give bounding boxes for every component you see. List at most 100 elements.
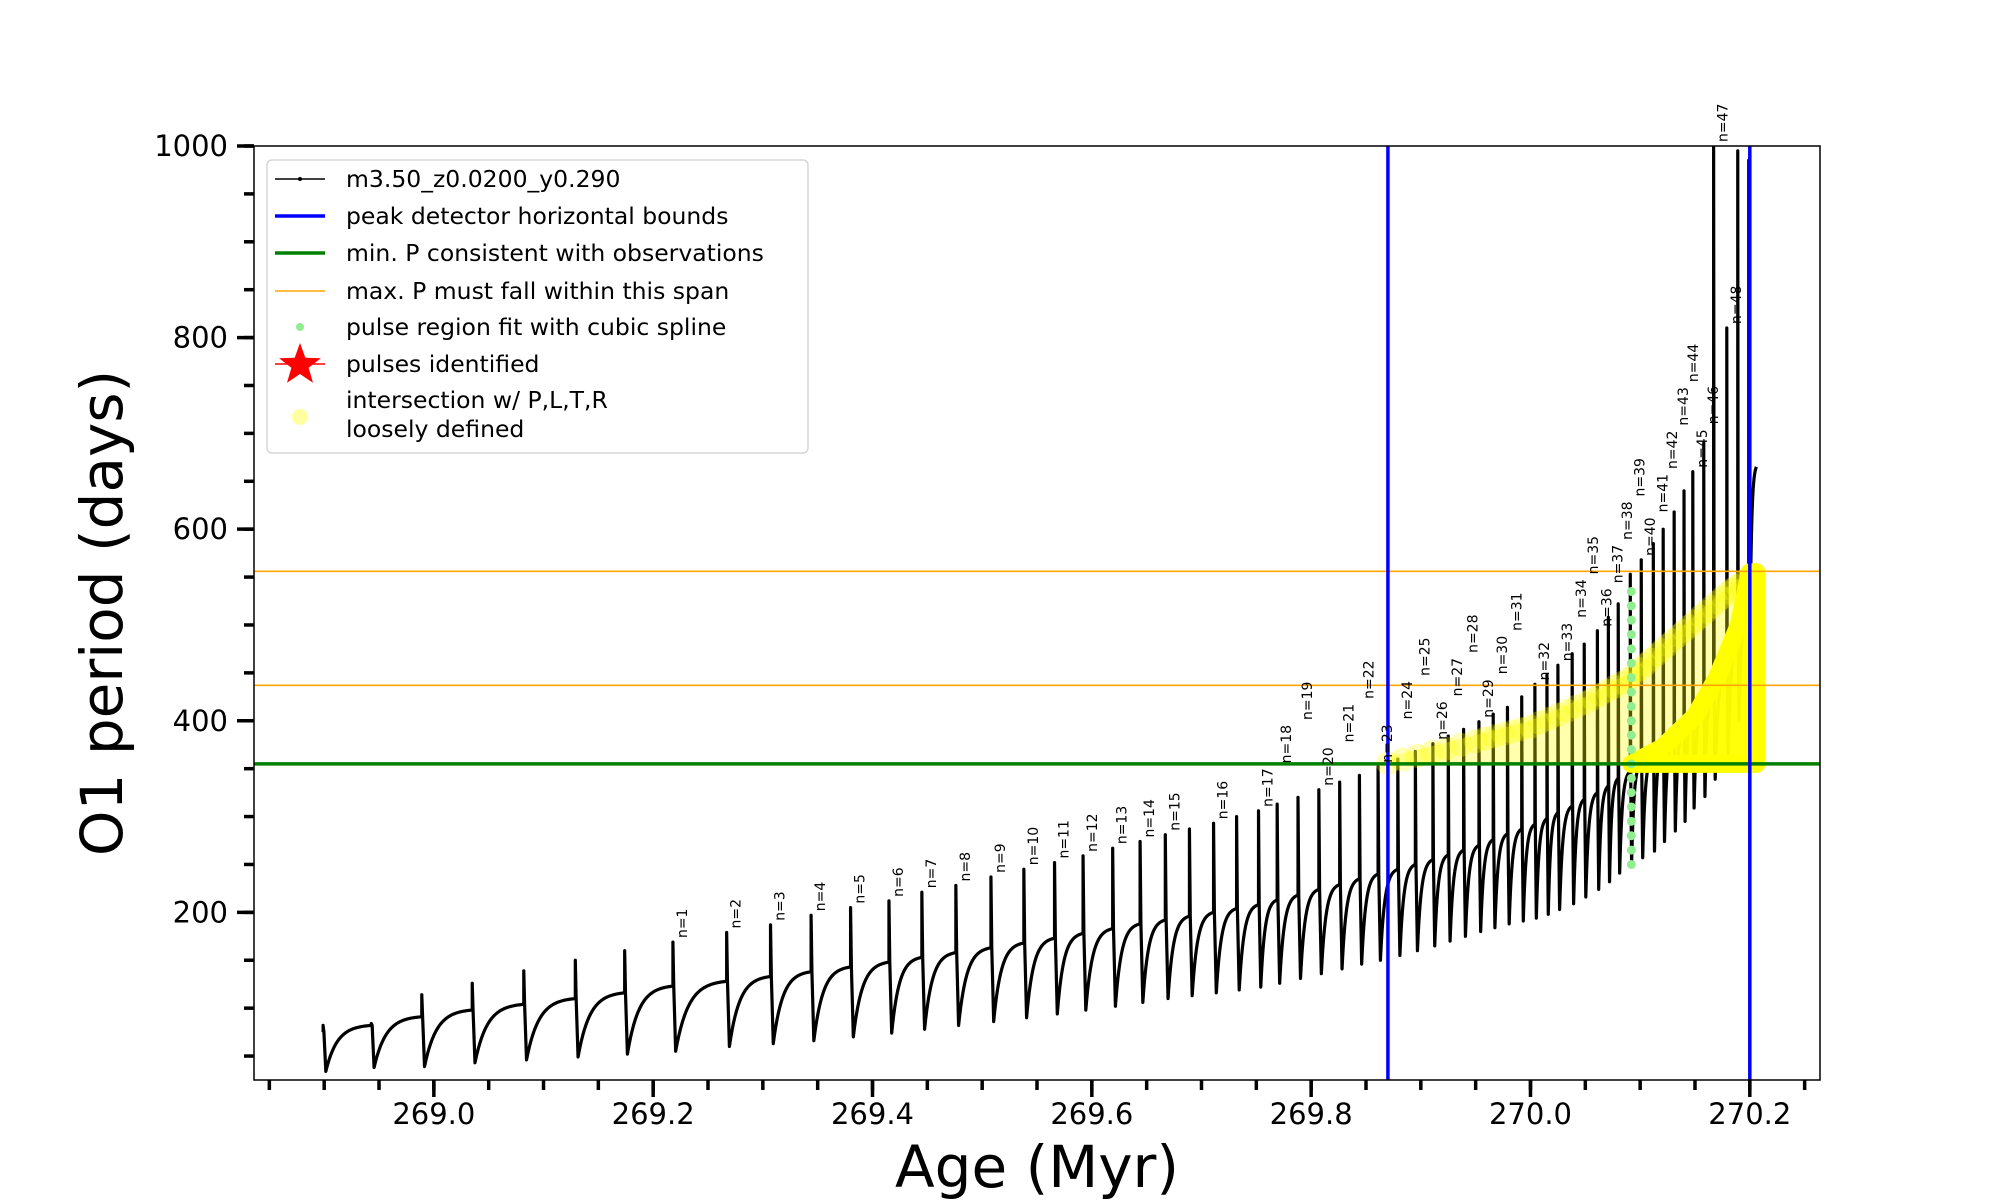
x-tick-label: 269.0	[392, 1097, 475, 1131]
intersection-point	[1573, 690, 1598, 715]
legend-label-intersection-line2: loosely defined	[346, 415, 524, 443]
spline-fit-point	[1626, 630, 1636, 640]
y-tick-label: 200	[173, 895, 228, 929]
y-tick-label: 800	[173, 321, 228, 355]
intersection-point	[1491, 721, 1516, 746]
pulse-label: n=11	[1057, 820, 1073, 858]
x-tick-label: 270.2	[1708, 1097, 1791, 1131]
series-pulse	[1022, 867, 1056, 1020]
pulse-labels: n=1 n=2 n=3 n=4 n=5 n=6 n=7 n=8 n=9 n=10 n=11 n=12 n…	[675, 104, 1745, 938]
pulse-label: n=10	[1026, 827, 1042, 865]
series-pulse	[1413, 749, 1434, 953]
pulse-label: n=9	[993, 843, 1009, 873]
pulse-label: n=36	[1599, 588, 1615, 627]
intersection-point	[1527, 710, 1552, 735]
series-pulse	[1317, 788, 1341, 976]
series-pulse	[954, 883, 992, 1027]
y-tick-label: 600	[173, 512, 228, 546]
intersection-point	[1463, 729, 1488, 754]
pulse-label: n=17	[1261, 768, 1277, 806]
pulse-label: n=37	[1610, 545, 1626, 583]
series-pulse	[1296, 795, 1320, 981]
intersection-point	[1661, 628, 1686, 653]
pulse-label: n=45	[1695, 429, 1711, 467]
intersection-point	[1677, 614, 1702, 639]
series-pulse	[522, 969, 576, 1062]
series-pulse	[1187, 827, 1215, 998]
series-pulse	[1338, 780, 1361, 971]
pulse-label: n=2	[729, 899, 745, 929]
series-pulse	[470, 981, 524, 1065]
legend-box	[266, 159, 809, 454]
pulse-label: n=33	[1560, 623, 1576, 661]
overlay-layer	[254, 146, 1820, 1080]
pulse-label: n=28	[1466, 614, 1482, 652]
intersection-point	[1644, 642, 1669, 667]
pulse-label: n=18	[1279, 725, 1295, 763]
intersection-point	[1666, 623, 1691, 648]
spline-fit-point	[1626, 816, 1636, 826]
intersection-point	[1536, 706, 1561, 731]
spline-fit-point	[1626, 673, 1636, 683]
intersection-point	[1405, 743, 1430, 768]
intersection-point	[1481, 724, 1506, 749]
series-pulse	[1570, 652, 1586, 906]
series-pulse	[420, 993, 473, 1069]
pulse-label: n=22	[1361, 660, 1377, 698]
series-pulse	[1446, 734, 1465, 943]
y-tick-label: 400	[173, 704, 228, 738]
series-pulse	[1357, 773, 1380, 966]
series-pulse	[1396, 757, 1417, 958]
spline-fit-point	[1626, 601, 1636, 611]
intersection-point	[1449, 732, 1474, 757]
series-pulse	[848, 905, 890, 1039]
x-tick-label: 269.4	[831, 1097, 914, 1131]
series-pulse	[1477, 720, 1495, 934]
series-pulse	[671, 940, 727, 1053]
legend-swatch-intersection	[292, 409, 308, 425]
pulse-label: n=7	[924, 859, 940, 889]
legend-label-intersection: intersection w/ P,L,T,R	[346, 386, 608, 414]
pulse-label: n=30	[1495, 636, 1511, 674]
series-pulse	[1234, 814, 1260, 992]
legend-label-series: m3.50_z0.0200_y0.290	[346, 165, 620, 193]
spline-fit-point	[1626, 658, 1636, 668]
legend-entry-spline: pulse region fit with cubic spline	[296, 313, 726, 341]
pulse-label: n=46	[1706, 386, 1722, 425]
series-pulse	[1491, 712, 1509, 930]
series-pulse	[1052, 860, 1084, 1016]
pulse-label: n=16	[1216, 781, 1232, 820]
series-pulse	[369, 1015, 422, 1070]
series-pulse	[989, 875, 1025, 1024]
pulse-label: n=8	[958, 852, 974, 882]
pulse-label: n=27	[1450, 658, 1466, 696]
series-pulse	[1211, 821, 1238, 995]
pulse-label: n=47	[1716, 104, 1732, 142]
intersection-point	[1518, 714, 1543, 739]
pulse-label: n=32	[1537, 642, 1553, 680]
star-icon	[279, 343, 321, 383]
intersection-point	[1715, 580, 1740, 605]
series-pulse	[1505, 705, 1523, 926]
series-pulse	[1461, 727, 1481, 938]
intersection-point	[1704, 590, 1729, 615]
series-pulse	[1595, 629, 1610, 891]
pulse-label: n=6	[891, 867, 907, 897]
spline-fit-point	[1626, 644, 1636, 654]
pulse-label: n=19	[1300, 682, 1316, 720]
pulse-label: n=5	[853, 874, 869, 904]
intersection-point	[1500, 719, 1525, 744]
intersection-point	[1602, 674, 1627, 699]
y-axis-label: O1 period (days)	[68, 370, 136, 856]
series-pulse	[1138, 839, 1167, 1005]
spline-fit-point	[1626, 845, 1636, 855]
series-pulse	[1545, 673, 1560, 916]
pulse-label: n=3	[773, 891, 789, 921]
intersection-point	[1509, 717, 1534, 742]
intersection-point	[1434, 736, 1459, 761]
x-axis-label: Age (Myr)	[895, 1133, 1179, 1200]
x-tick-label: 270.0	[1489, 1097, 1572, 1131]
intersection-point	[1699, 595, 1724, 620]
series-pulse	[725, 930, 771, 1049]
